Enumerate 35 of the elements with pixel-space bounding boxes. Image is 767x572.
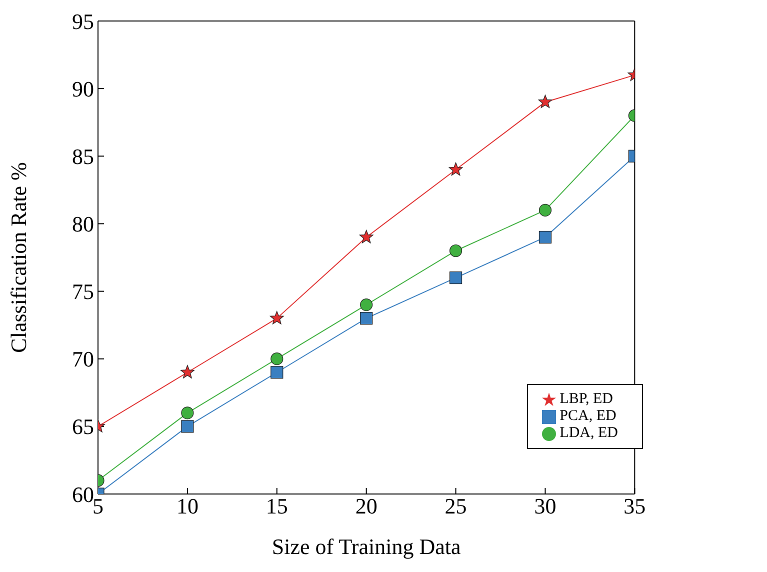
point [181, 406, 194, 420]
y-tick-label: 90 [72, 76, 94, 102]
point [449, 244, 462, 258]
x-tick-label: 20 [355, 494, 378, 519]
y-tick-label: 75 [72, 279, 94, 304]
point [270, 366, 284, 379]
y-tick-label: 95 [72, 8, 94, 34]
x-axis-title: Size of Training Data [272, 534, 461, 559]
y-tick-label: 85 [72, 144, 94, 169]
x-tick-label: 5 [92, 494, 104, 519]
y-tick-label: 65 [72, 414, 94, 440]
x-tick-label: 15 [266, 494, 288, 519]
point [538, 230, 552, 244]
point [538, 204, 552, 216]
point [360, 312, 373, 325]
x-tick-label: 30 [534, 494, 556, 519]
point [448, 162, 463, 176]
point [359, 230, 374, 244]
point [538, 94, 552, 108]
legend-label: LBP, ED [560, 391, 614, 407]
x-tick-label: 25 [444, 494, 467, 519]
y-tick-label: 60 [72, 482, 94, 507]
legend-label: PCA, ED [560, 408, 616, 424]
point [181, 420, 194, 433]
y-axis-title: Classification Rate % [6, 162, 31, 353]
x-tick-label: 10 [176, 494, 198, 519]
y-tick-label: 80 [72, 212, 94, 237]
x-tick-label: 35 [624, 494, 646, 519]
point [180, 365, 194, 378]
point [360, 298, 373, 312]
point [270, 311, 284, 324]
legend-label: LDA, ED [560, 425, 618, 441]
point [270, 352, 284, 366]
point [449, 271, 462, 284]
y-tick-label: 70 [72, 346, 94, 372]
